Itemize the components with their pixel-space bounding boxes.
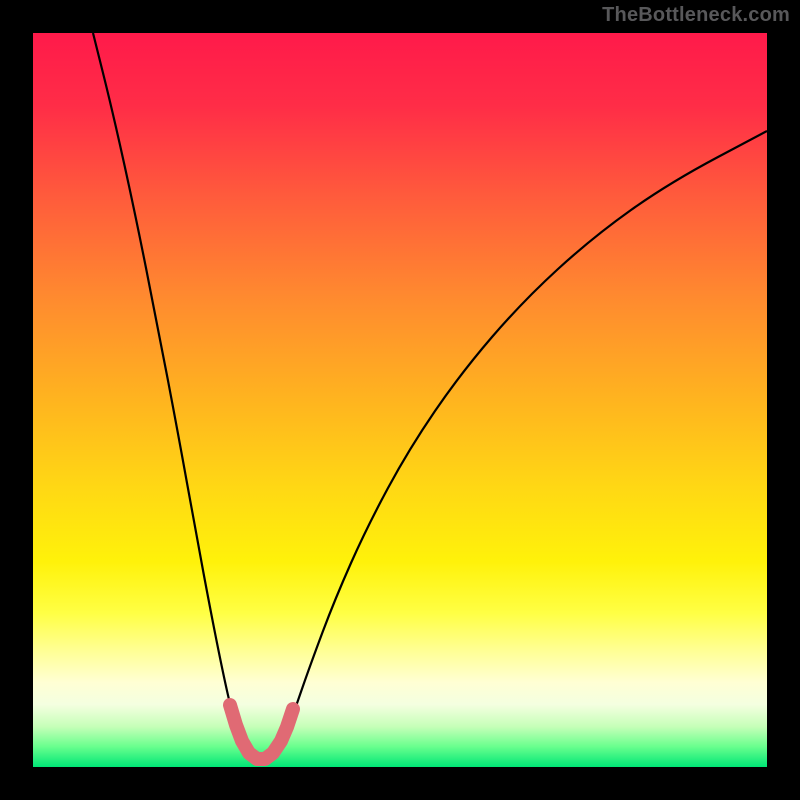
- curve-overlay: [33, 33, 767, 767]
- watermark-text: TheBottleneck.com: [602, 4, 790, 27]
- plot-area: [33, 33, 767, 767]
- curve-right: [287, 131, 767, 733]
- valley-highlight: [230, 705, 293, 759]
- curve-left: [93, 33, 238, 733]
